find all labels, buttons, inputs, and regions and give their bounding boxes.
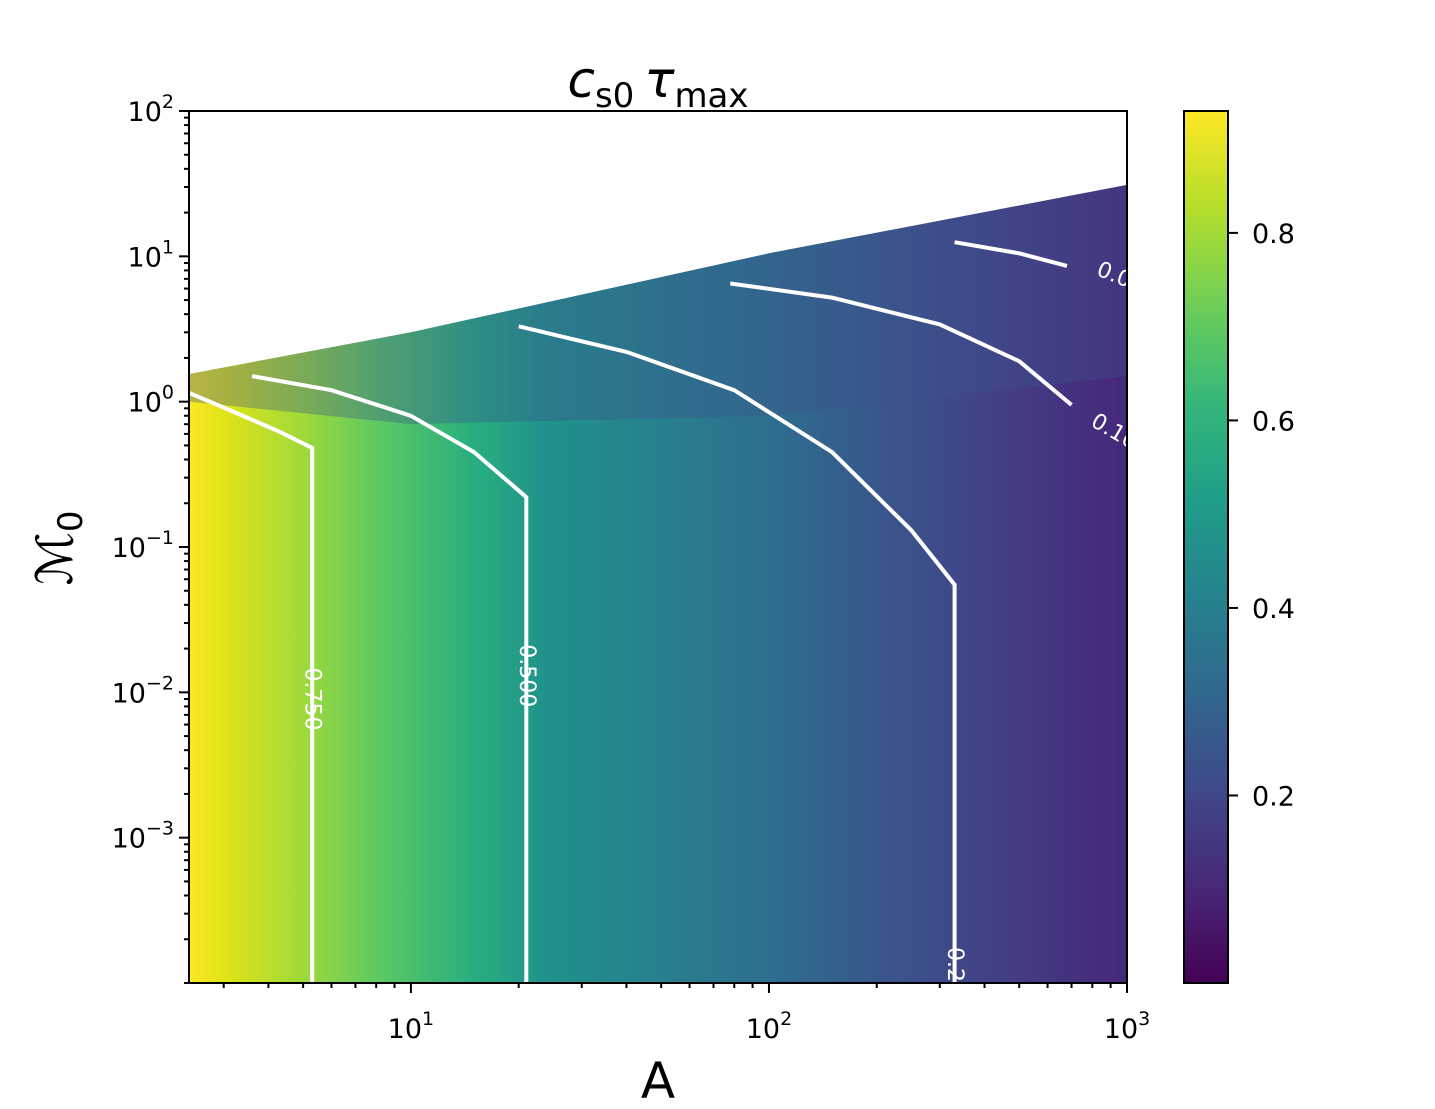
x-tick-label: 102	[746, 1008, 792, 1045]
y-tick-label: 10−2	[112, 672, 174, 709]
y-axis-title: ℳ0	[26, 510, 91, 585]
contour-line	[251, 374, 529, 983]
contour-line	[730, 281, 1073, 407]
heatmap-field	[189, 184, 1127, 983]
x-axis-title: A	[641, 1052, 675, 1109]
colorbar-tick-label: 0.6	[1252, 406, 1295, 437]
y-tick-label: 10−1	[112, 527, 174, 564]
y-tick-label: 100	[128, 382, 174, 419]
contour-label: 0.20	[942, 947, 967, 996]
contour-line	[518, 324, 957, 983]
colorbar-tick-label: 0.8	[1252, 219, 1295, 250]
colorbar-fill	[1184, 111, 1228, 983]
contour-label: 0.750	[300, 667, 325, 730]
contour-line	[954, 240, 1068, 268]
chart-title: cs0 τmax	[567, 51, 748, 116]
colorbar-tick-label: 0.4	[1252, 594, 1295, 625]
colorbar-frame	[1183, 110, 1229, 984]
colorbar: 0.2 0.4 0.6 0.8	[1183, 110, 1295, 984]
colorbar-tick-label: 0.2	[1252, 781, 1295, 812]
y-tick-label: 10−3	[112, 818, 174, 855]
y-tick-label: 101	[128, 236, 174, 273]
heatmap-shading	[189, 184, 1127, 425]
y-tick-label: 102	[128, 91, 174, 128]
y-axis-ticks: 10−3 10−2 10−1 100 101 102	[112, 91, 189, 984]
x-axis-ticks: 101 102 103	[222, 983, 1150, 1045]
contour-line	[189, 390, 315, 983]
colorbar-ticks: 0.2 0.4 0.6 0.8	[1228, 219, 1295, 812]
x-tick-label: 103	[1104, 1008, 1150, 1045]
x-tick-label: 101	[388, 1008, 434, 1045]
contour-label: 0.500	[514, 644, 539, 707]
